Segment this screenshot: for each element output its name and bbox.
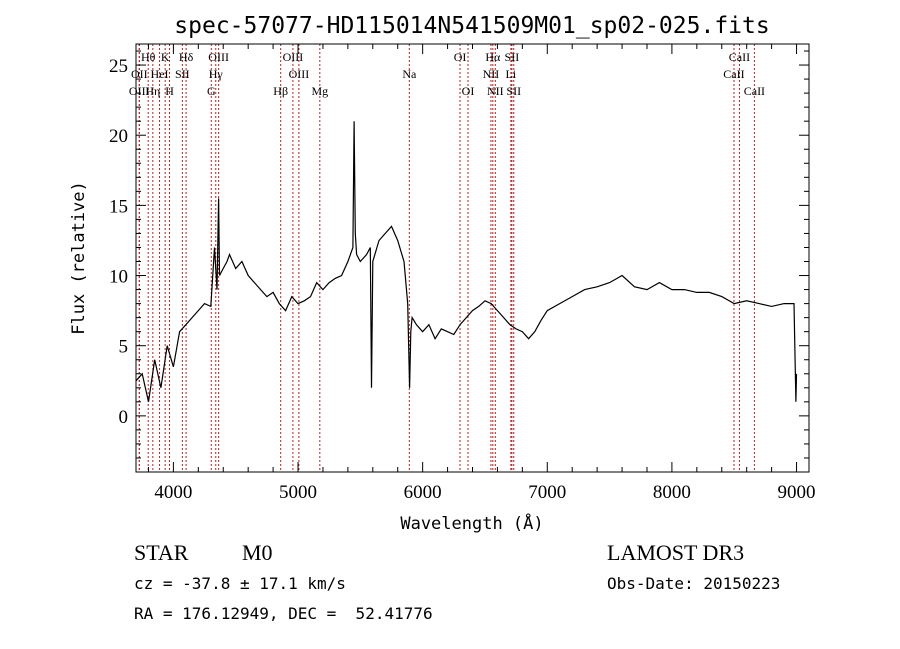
spectral-line-label: Hγ — [209, 67, 224, 81]
spectral-line-label: Hβ — [273, 84, 288, 98]
spectral-line-label: OIII — [208, 50, 229, 64]
y-axis-ticks: 0 5 10 15 20 25 — [109, 50, 809, 459]
plot-frame — [135, 43, 810, 473]
spectral-line-label: K — [161, 50, 170, 64]
spectral-line-label: OI — [454, 50, 467, 64]
spectral-line-label: Hδ — [179, 50, 194, 64]
y-tick-label: 0 — [119, 407, 129, 428]
object-subclass: M0 — [242, 540, 273, 565]
survey-name: LAMOST DR3 — [607, 540, 745, 565]
x-tick-label: 4000 — [154, 482, 192, 503]
spectral-line-label: Li — [506, 67, 517, 81]
spectral-line-label: H — [165, 84, 174, 98]
spectral-line-label: Na — [402, 67, 417, 81]
chart-title: spec-57077-HD115014N541509M01_sp02-025.f… — [174, 13, 769, 39]
spectral-line-label: OIII — [283, 50, 304, 64]
y-tick-label: 10 — [109, 267, 128, 288]
y-tick-label: 5 — [119, 337, 129, 358]
spectral-line-label: CaII — [744, 84, 765, 98]
x-axis-label: Wavelength (Å) — [400, 512, 543, 534]
object-class: STAR — [134, 540, 189, 565]
y-tick-label: 25 — [109, 56, 128, 77]
spectral-line-label: HeI — [151, 67, 169, 81]
spectral-line-label: Mg — [311, 84, 328, 98]
spectral-line-label: NII — [483, 67, 500, 81]
x-axis-ticks: 4000 5000 6000 7000 8000 9000 — [147, 44, 816, 503]
spectral-line-label: NII — [487, 84, 504, 98]
spectral-line-label: Hθ — [141, 50, 156, 64]
spectral-line-label: OI — [462, 84, 475, 98]
y-tick-label: 20 — [109, 126, 128, 147]
x-tick-label: 7000 — [528, 482, 566, 503]
spectrum-line — [135, 121, 798, 402]
spectral-line-label: OII — [131, 67, 148, 81]
spectral-line-label: Hα — [485, 50, 501, 64]
y-axis-label: Flux (relative) — [69, 181, 89, 335]
obs-date: Obs-Date: 20150223 — [607, 574, 781, 593]
x-tick-label: 8000 — [653, 482, 691, 503]
spectral-line-label: G — [207, 84, 216, 98]
spectral-line-label: OIII — [289, 67, 310, 81]
x-tick-label: 9000 — [778, 482, 816, 503]
y-tick-label: 15 — [109, 196, 128, 217]
spectral-line-label: OIII — [129, 84, 150, 98]
ra-dec: RA = 176.12949, DEC = 52.41776 — [134, 604, 433, 623]
spectral-line-label: CaII — [729, 50, 750, 64]
spectral-line-label: CaII — [723, 67, 744, 81]
spectral-line-label: Hη — [145, 84, 160, 98]
spectral-line-markers — [138, 44, 755, 472]
spectral-line-label: SII — [175, 67, 190, 81]
redshift-cz: cz = -37.8 ± 17.1 km/s — [134, 574, 346, 593]
x-tick-label: 6000 — [404, 482, 442, 503]
x-tick-label: 5000 — [279, 482, 317, 503]
spectral-line-label: SII — [505, 50, 520, 64]
spectral-line-label: SII — [506, 84, 521, 98]
